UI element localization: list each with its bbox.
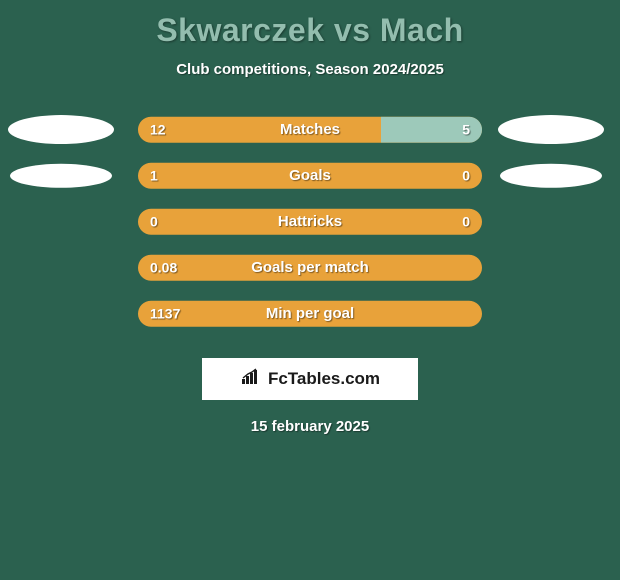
brand-label: FcTables.com	[268, 369, 380, 389]
stat-bar: Hattricks0 0	[138, 209, 482, 235]
bar-chart-icon	[240, 368, 262, 391]
stat-value-left: 12	[150, 122, 166, 138]
stat-bar: Goals1 0	[138, 163, 482, 189]
player-left-marker	[8, 115, 114, 144]
comparison-row: Matches12 5	[0, 108, 620, 154]
stat-bar: Goals per match0.08	[138, 255, 482, 281]
comparison-row: Goals1 0	[0, 154, 620, 200]
comparison-row: Min per goal1137	[0, 292, 620, 338]
stat-value-left: 1137	[150, 306, 180, 322]
brand-text: FcTables.com	[240, 368, 380, 391]
stat-label: Hattricks	[138, 213, 482, 230]
stat-value-left: 0	[150, 214, 158, 230]
stat-value-right: 0	[462, 168, 470, 184]
brand-badge: FcTables.com	[202, 358, 418, 400]
stat-bar: Min per goal1137	[138, 301, 482, 327]
stat-value-left: 1	[150, 168, 158, 184]
page-title: Skwarczek vs Mach	[0, 0, 620, 49]
player-right-marker	[500, 164, 602, 188]
comparison-row: Goals per match0.08	[0, 246, 620, 292]
page-subtitle: Club competitions, Season 2024/2025	[0, 61, 620, 78]
stat-label: Min per goal	[138, 305, 482, 322]
footer-date: 15 february 2025	[0, 418, 620, 435]
stat-label: Goals	[138, 167, 482, 184]
stat-value-left: 0.08	[150, 260, 177, 276]
comparison-row: Hattricks0 0	[0, 200, 620, 246]
comparison-rows: Matches125Goals10Hattricks00Goals per ma…	[0, 108, 620, 338]
player-left-marker	[10, 164, 112, 188]
stat-value-right: 0	[462, 214, 470, 230]
stat-value-right: 5	[462, 122, 470, 138]
stat-label: Goals per match	[138, 259, 482, 276]
player-right-marker	[498, 115, 604, 144]
stat-bar: Matches12 5	[138, 117, 482, 143]
stat-label: Matches	[138, 121, 482, 138]
